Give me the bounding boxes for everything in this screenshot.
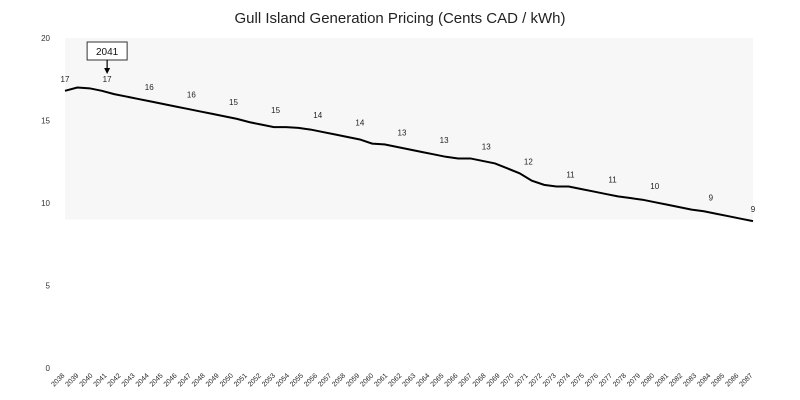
x-tick-label: 2059 [345, 372, 361, 388]
data-label: 16 [145, 83, 154, 92]
x-tick-label: 2056 [303, 372, 319, 388]
x-tick-label: 2053 [261, 372, 277, 388]
data-label: 13 [440, 136, 449, 145]
y-tick-label: 10 [41, 199, 50, 208]
x-tick-label: 2044 [135, 372, 151, 388]
chart-title: Gull Island Generation Pricing (Cents CA… [234, 10, 566, 27]
data-label: 14 [313, 111, 322, 120]
data-label: 13 [482, 142, 491, 151]
x-tick-label: 2086 [724, 372, 740, 388]
x-tick-label: 2054 [275, 372, 291, 388]
x-tick-label: 2046 [163, 372, 179, 388]
data-label: 15 [229, 98, 238, 107]
data-label: 15 [271, 106, 280, 115]
data-label: 11 [566, 171, 575, 180]
x-tick-label: 2060 [359, 372, 375, 388]
plot-band [65, 38, 753, 220]
x-tick-label: 2075 [570, 372, 586, 388]
x-tick-label: 2040 [79, 372, 95, 388]
data-label: 13 [398, 128, 407, 137]
x-tick-label: 2043 [121, 372, 137, 388]
x-tick-label: 2079 [626, 372, 642, 388]
y-tick-label: 0 [46, 364, 51, 373]
x-tick-label: 2062 [387, 372, 403, 388]
x-tick-label: 2064 [416, 372, 432, 388]
y-tick-label: 20 [41, 34, 50, 43]
x-tick-label: 2069 [486, 372, 502, 388]
x-tick-label: 2085 [710, 372, 726, 388]
x-tick-label: 2041 [93, 372, 109, 388]
x-tick-label: 2070 [500, 372, 516, 388]
x-tick-label: 2050 [219, 372, 235, 388]
x-tick-label: 2080 [640, 372, 656, 388]
y-tick-label: 5 [46, 282, 51, 291]
data-label: 9 [709, 194, 714, 203]
data-label: 10 [650, 182, 659, 191]
x-tick-label: 2042 [107, 372, 123, 388]
x-tick-label: 2078 [612, 372, 628, 388]
x-tick-label: 2055 [289, 372, 305, 388]
x-tick-label: 2077 [598, 372, 614, 388]
data-label: 11 [608, 175, 617, 184]
x-tick-label: 2072 [528, 372, 544, 388]
x-tick-label: 2076 [584, 372, 600, 388]
callout-label: 2041 [96, 47, 119, 58]
data-label: 9 [751, 205, 756, 214]
x-tick-label: 2081 [654, 372, 670, 388]
x-tick-label: 2066 [444, 372, 460, 388]
x-tick-label: 2047 [177, 372, 193, 388]
x-tick-label: 2049 [205, 372, 221, 388]
x-tick-label: 2082 [668, 372, 684, 388]
x-tick-label: 2071 [514, 372, 530, 388]
x-tick-label: 2051 [233, 372, 249, 388]
x-tick-label: 2052 [247, 372, 263, 388]
x-tick-label: 2057 [317, 372, 333, 388]
x-tick-label: 2063 [401, 372, 417, 388]
x-tick-label: 2067 [458, 372, 474, 388]
callout-arrow-head [104, 68, 111, 74]
y-tick-label: 15 [41, 117, 50, 126]
x-tick-label: 2058 [331, 372, 347, 388]
x-tick-label: 2045 [149, 372, 165, 388]
data-label: 14 [355, 119, 364, 128]
x-tick-label: 2068 [472, 372, 488, 388]
data-label: 16 [187, 90, 196, 99]
x-tick-label: 2048 [191, 372, 207, 388]
x-tick-label: 2087 [738, 372, 754, 388]
data-label: 17 [61, 75, 70, 84]
x-tick-label: 2084 [696, 372, 712, 388]
series-line [64, 86, 754, 223]
data-label: 12 [524, 157, 533, 166]
x-tick-label: 2065 [430, 372, 446, 388]
x-tick-label: 2061 [373, 372, 389, 388]
x-tick-label: 2074 [556, 372, 572, 388]
x-tick-label: 2038 [50, 372, 66, 388]
x-tick-label: 2039 [64, 372, 80, 388]
x-tick-label: 2073 [542, 372, 558, 388]
data-label: 17 [103, 75, 112, 84]
x-tick-label: 2083 [682, 372, 698, 388]
